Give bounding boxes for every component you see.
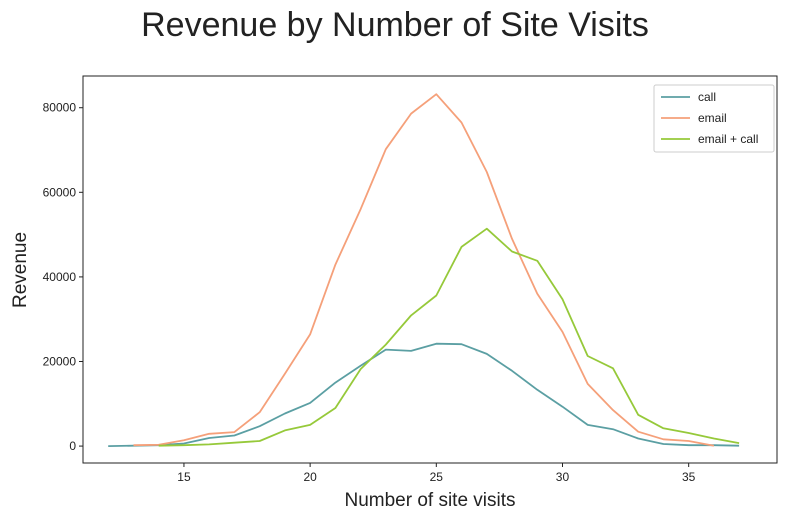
series-line-email-call — [158, 227, 740, 447]
x-tick-label: 15 — [177, 470, 191, 484]
y-tick-label: 40000 — [43, 270, 77, 284]
y-axis: 0 20000 40000 60000 80000 — [43, 101, 83, 453]
y-tick-label: 20000 — [43, 354, 77, 368]
y-tick-label: 60000 — [43, 185, 77, 199]
y-tick-label: 0 — [69, 439, 76, 453]
plot-frame — [82, 75, 778, 464]
y-axis-label: Revenue — [10, 232, 31, 308]
series-line-email — [133, 93, 715, 447]
series-line-call — [108, 342, 740, 447]
chart-title: Revenue by Number of Site Visits — [141, 6, 649, 44]
y-tick-label: 80000 — [43, 101, 77, 115]
x-tick-label: 35 — [682, 470, 696, 484]
legend-box — [653, 84, 775, 153]
legend: call email email + call — [653, 84, 775, 153]
legend-entry: email + call — [698, 132, 758, 146]
x-axis-label: Number of site visits — [344, 490, 515, 511]
legend-entry: call — [698, 90, 716, 104]
x-tick-label: 25 — [430, 470, 444, 484]
x-axis: 15 20 25 30 35 — [177, 463, 696, 484]
x-tick-label: 30 — [556, 470, 570, 484]
x-tick-label: 20 — [303, 470, 317, 484]
plot-area — [108, 93, 740, 447]
legend-entry: email — [698, 111, 727, 125]
